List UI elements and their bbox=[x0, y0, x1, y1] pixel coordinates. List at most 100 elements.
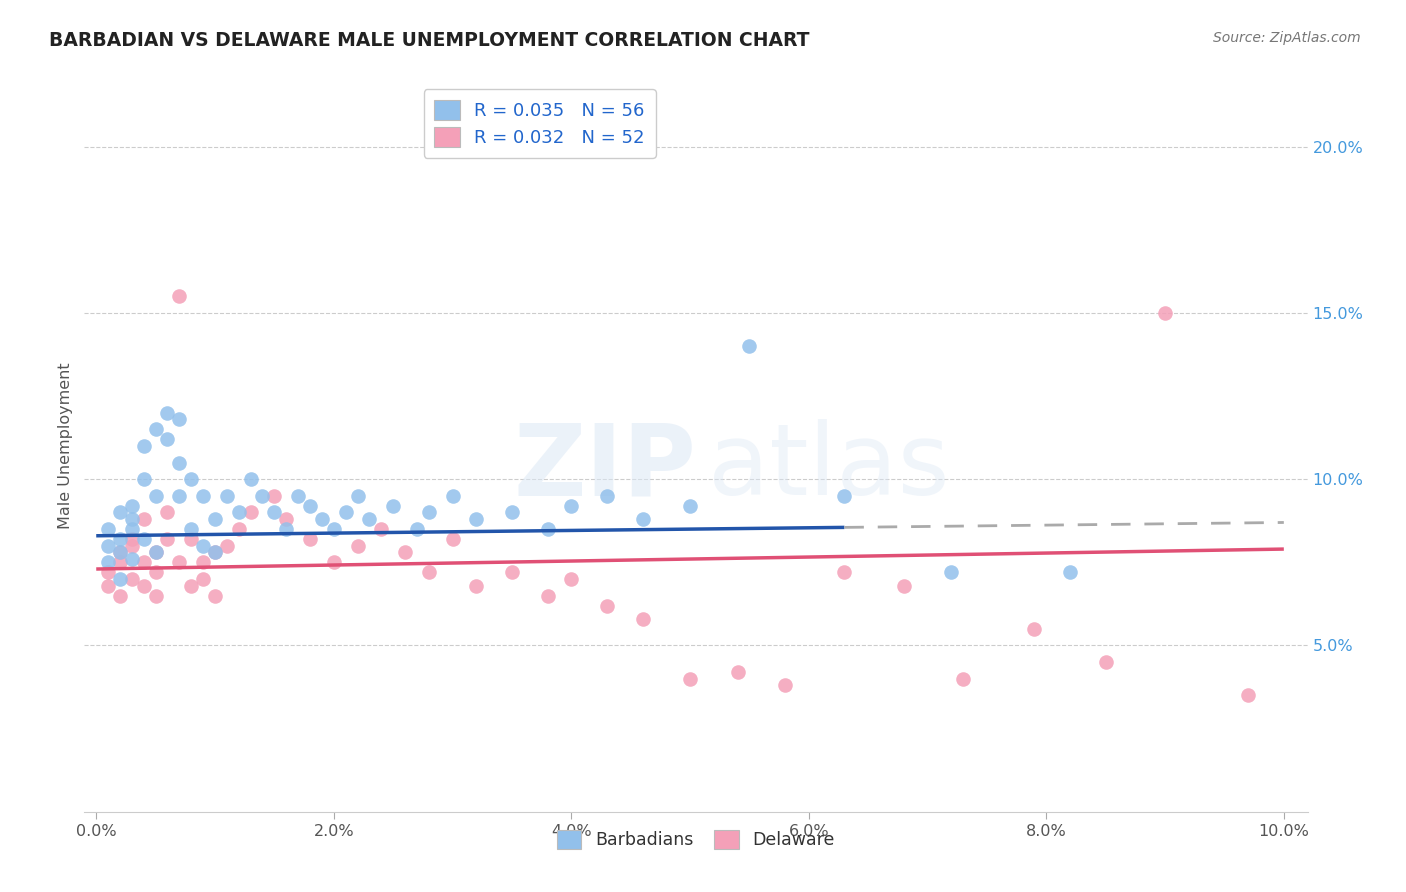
Point bbox=[180, 532, 202, 546]
Point bbox=[156, 406, 179, 420]
Point bbox=[180, 522, 202, 536]
Point bbox=[418, 506, 440, 520]
Point bbox=[121, 522, 143, 536]
Point bbox=[132, 555, 155, 569]
Point bbox=[346, 489, 368, 503]
Point bbox=[156, 433, 179, 447]
Point bbox=[132, 512, 155, 526]
Point bbox=[727, 665, 749, 679]
Point bbox=[145, 566, 167, 580]
Point bbox=[97, 539, 120, 553]
Point bbox=[536, 522, 558, 536]
Point bbox=[406, 522, 429, 536]
Point bbox=[204, 589, 226, 603]
Point bbox=[97, 566, 120, 580]
Point bbox=[169, 489, 191, 503]
Point bbox=[834, 489, 856, 503]
Point bbox=[1059, 566, 1081, 580]
Point bbox=[204, 512, 226, 526]
Point bbox=[298, 532, 321, 546]
Point bbox=[156, 506, 179, 520]
Point bbox=[501, 566, 523, 580]
Point bbox=[560, 499, 582, 513]
Point bbox=[298, 499, 321, 513]
Y-axis label: Male Unemployment: Male Unemployment bbox=[58, 363, 73, 529]
Point bbox=[145, 589, 167, 603]
Point bbox=[132, 472, 155, 486]
Point bbox=[631, 612, 654, 626]
Point bbox=[215, 539, 238, 553]
Point bbox=[108, 545, 131, 559]
Point bbox=[1237, 689, 1260, 703]
Point bbox=[239, 472, 262, 486]
Point bbox=[108, 589, 131, 603]
Point bbox=[346, 539, 368, 553]
Point bbox=[252, 489, 274, 503]
Point bbox=[359, 512, 381, 526]
Text: ZIP: ZIP bbox=[513, 419, 696, 516]
Point bbox=[97, 579, 120, 593]
Point bbox=[239, 506, 262, 520]
Point bbox=[191, 572, 214, 586]
Point bbox=[121, 552, 143, 566]
Point bbox=[121, 572, 143, 586]
Point bbox=[1154, 306, 1177, 320]
Point bbox=[121, 539, 143, 553]
Point bbox=[169, 456, 191, 470]
Point bbox=[536, 589, 558, 603]
Point bbox=[169, 412, 191, 426]
Point bbox=[1094, 655, 1116, 669]
Point bbox=[276, 522, 298, 536]
Point bbox=[560, 572, 582, 586]
Point bbox=[335, 506, 357, 520]
Point bbox=[145, 545, 167, 559]
Legend: Barbadians, Delaware: Barbadians, Delaware bbox=[548, 822, 844, 858]
Point bbox=[596, 489, 619, 503]
Point bbox=[145, 545, 167, 559]
Text: BARBADIAN VS DELAWARE MALE UNEMPLOYMENT CORRELATION CHART: BARBADIAN VS DELAWARE MALE UNEMPLOYMENT … bbox=[49, 31, 810, 50]
Point bbox=[322, 555, 344, 569]
Point bbox=[679, 499, 702, 513]
Point bbox=[132, 532, 155, 546]
Text: atlas: atlas bbox=[709, 419, 950, 516]
Point bbox=[893, 579, 915, 593]
Point bbox=[132, 439, 155, 453]
Point bbox=[145, 422, 167, 436]
Point bbox=[191, 555, 214, 569]
Point bbox=[191, 489, 214, 503]
Point bbox=[204, 545, 226, 559]
Point bbox=[465, 579, 488, 593]
Point bbox=[465, 512, 488, 526]
Point bbox=[191, 539, 214, 553]
Point bbox=[132, 579, 155, 593]
Point bbox=[501, 506, 523, 520]
Point bbox=[941, 566, 963, 580]
Point bbox=[108, 506, 131, 520]
Point bbox=[156, 532, 179, 546]
Point bbox=[394, 545, 416, 559]
Point bbox=[263, 506, 285, 520]
Point bbox=[773, 678, 796, 692]
Point bbox=[169, 289, 191, 303]
Point bbox=[1024, 622, 1046, 636]
Point bbox=[215, 489, 238, 503]
Point bbox=[738, 339, 761, 353]
Point bbox=[121, 512, 143, 526]
Point bbox=[228, 522, 250, 536]
Point bbox=[108, 572, 131, 586]
Point bbox=[441, 532, 464, 546]
Point bbox=[311, 512, 333, 526]
Point bbox=[322, 522, 344, 536]
Point bbox=[121, 499, 143, 513]
Point bbox=[97, 522, 120, 536]
Point bbox=[108, 545, 131, 559]
Point bbox=[441, 489, 464, 503]
Point bbox=[108, 555, 131, 569]
Point bbox=[121, 532, 143, 546]
Point bbox=[418, 566, 440, 580]
Point bbox=[287, 489, 309, 503]
Point bbox=[382, 499, 405, 513]
Point bbox=[169, 555, 191, 569]
Point bbox=[180, 579, 202, 593]
Point bbox=[276, 512, 298, 526]
